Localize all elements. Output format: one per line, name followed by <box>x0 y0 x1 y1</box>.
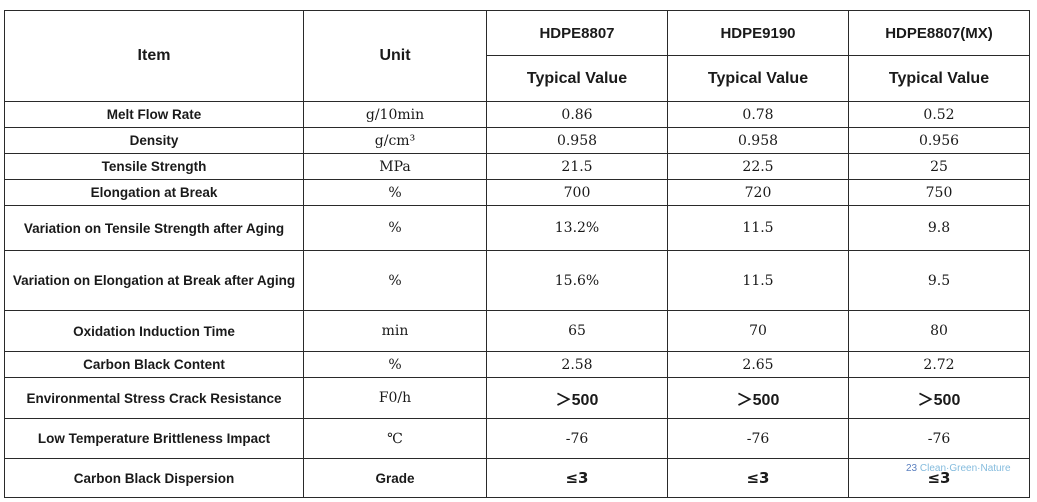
item-column-header: Item <box>4 10 304 102</box>
row-unit: % <box>303 250 487 311</box>
table-row: Environmental Stress Crack Resistance F0… <box>4 377 1030 419</box>
table-row: Carbon Black Dispersion Grade ≤3 ≤3 ≤3 <box>4 458 1030 498</box>
row-item-label: Tensile Strength <box>4 153 304 180</box>
row-value: 80 <box>848 310 1030 352</box>
row-item-label: Melt Flow Rate <box>4 101 304 128</box>
brand-watermark: Clean·Green·Nature <box>919 463 1011 474</box>
table-row: Oxidation Induction Time min 65 70 80 <box>4 310 1030 352</box>
row-item-label: Oxidation Induction Time <box>4 310 304 352</box>
grade-header-hdpe8807mx: HDPE8807(MX) <box>848 10 1030 56</box>
spec-table: Item Unit HDPE8807 HDPE9190 HDPE8807(MX)… <box>4 10 1030 498</box>
row-value: 21.5 <box>486 153 668 180</box>
row-unit: ℃ <box>303 418 487 459</box>
row-unit: % <box>303 351 487 378</box>
row-value: 22.5 <box>667 153 849 180</box>
page-number: 23 <box>906 463 918 474</box>
table-row: Carbon Black Content % 2.58 2.65 2.72 <box>4 351 1030 378</box>
row-value: 15.6% <box>486 250 668 311</box>
row-value: 13.2% <box>486 205 668 251</box>
row-unit: MPa <box>303 153 487 180</box>
page-watermark: 23 Clean·Green·Nature <box>906 463 1011 474</box>
row-value: 25 <box>848 153 1030 180</box>
row-value: 720 <box>667 179 849 206</box>
row-value: ＞500 <box>486 377 668 419</box>
table-row: Density g/cm³ 0.958 0.958 0.956 <box>4 127 1030 154</box>
row-value: 0.958 <box>486 127 668 154</box>
row-value: 11.5 <box>667 205 849 251</box>
typical-value-header: Typical Value <box>667 55 849 102</box>
row-value: 750 <box>848 179 1030 206</box>
row-value: 70 <box>667 310 849 352</box>
typical-value-header: Typical Value <box>486 55 668 102</box>
row-unit: g/10min <box>303 101 487 128</box>
row-value: 0.52 <box>848 101 1030 128</box>
row-item-label: Environmental Stress Crack Resistance <box>4 377 304 419</box>
grade-header-hdpe8807: HDPE8807 <box>486 10 668 56</box>
table-row: Elongation at Break % 700 720 750 <box>4 179 1030 206</box>
row-unit: g/cm³ <box>303 127 487 154</box>
table-row: Low Temperature Brittleness Impact ℃ -76… <box>4 418 1030 459</box>
row-value: 2.65 <box>667 351 849 378</box>
row-value: 2.58 <box>486 351 668 378</box>
row-item-label: Carbon Black Content <box>4 351 304 378</box>
row-item-label: Variation on Tensile Strength after Agin… <box>4 205 304 251</box>
row-value: 0.958 <box>667 127 849 154</box>
row-item-label: Carbon Black Dispersion <box>4 458 304 498</box>
row-value: 0.956 <box>848 127 1030 154</box>
row-unit: % <box>303 179 487 206</box>
row-item-label: Low Temperature Brittleness Impact <box>4 418 304 459</box>
table-row: Variation on Elongation at Break after A… <box>4 250 1030 311</box>
row-value: ＞500 <box>667 377 849 419</box>
row-value: -76 <box>667 418 849 459</box>
row-value: 9.8 <box>848 205 1030 251</box>
row-value: -76 <box>486 418 668 459</box>
header-row-grades: Item Unit HDPE8807 HDPE9190 HDPE8807(MX) <box>4 10 1030 102</box>
row-item-label: Density <box>4 127 304 154</box>
row-value: 700 <box>486 179 668 206</box>
row-value: ≤3 <box>848 458 1030 498</box>
row-value: ≤3 <box>486 458 668 498</box>
row-value: 9.5 <box>848 250 1030 311</box>
row-value: ≤3 <box>667 458 849 498</box>
row-unit: % <box>303 205 487 251</box>
grade-header-hdpe9190: HDPE9190 <box>667 10 849 56</box>
row-value: 65 <box>486 310 668 352</box>
unit-column-header: Unit <box>303 10 487 102</box>
typical-value-header: Typical Value <box>848 55 1030 102</box>
row-item-label: Elongation at Break <box>4 179 304 206</box>
row-value: 0.78 <box>667 101 849 128</box>
table-row: Tensile Strength MPa 21.5 22.5 25 <box>4 153 1030 180</box>
table-row: Variation on Tensile Strength after Agin… <box>4 205 1030 251</box>
row-value: ＞500 <box>848 377 1030 419</box>
row-unit: Grade <box>303 458 487 498</box>
row-value: 2.72 <box>848 351 1030 378</box>
row-value: 11.5 <box>667 250 849 311</box>
row-value: 0.86 <box>486 101 668 128</box>
row-unit: min <box>303 310 487 352</box>
header-row-typical: Typical Value Typical Value Typical Valu… <box>5 55 1030 102</box>
table-row: Melt Flow Rate g/10min 0.86 0.78 0.52 <box>4 101 1030 128</box>
row-value: -76 <box>848 418 1030 459</box>
row-item-label: Variation on Elongation at Break after A… <box>4 250 304 311</box>
row-unit: F0/h <box>303 377 487 419</box>
